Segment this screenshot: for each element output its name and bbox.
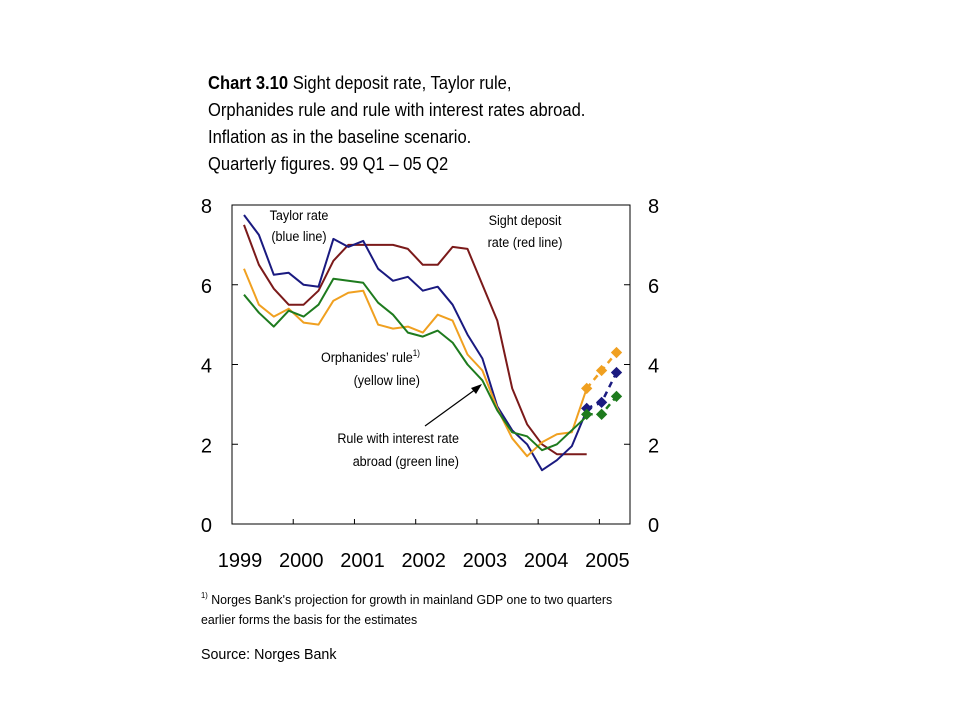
x-tick-label: 2001 (340, 550, 385, 572)
y-tick-label-right: 6 (648, 276, 659, 298)
y-tick-label-right: 2 (648, 435, 659, 457)
series-marker (610, 366, 623, 379)
y-tick-label-right: 0 (648, 515, 659, 537)
y-tick-label-left: 6 (201, 276, 212, 298)
series-line (243, 277, 588, 452)
y-tick-label-left: 8 (201, 196, 212, 218)
annotation-footnote-marker: 1) (413, 348, 420, 359)
title-line-1: Chart 3.10 Sight deposit rate, Taylor ru… (208, 70, 723, 97)
x-tick-label: 1999 (218, 550, 263, 572)
annotation-rule-interest-abroad: Rule with interest rate (337, 430, 459, 446)
annotation-orphanides-rule: (yellow line) (354, 372, 420, 388)
y-tick-label-right: 8 (648, 196, 659, 218)
series-marker (610, 390, 623, 403)
footnote: 1) Norges Bank's projection for growth i… (201, 586, 648, 630)
series-marker (581, 382, 593, 395)
annotation-taylor-rate: (blue line) (271, 228, 326, 244)
series-marker (610, 346, 623, 359)
annotation-sight-deposit-rate: Sight deposit (489, 212, 562, 228)
annotation-arrow-head (471, 384, 482, 394)
series-marker (581, 408, 593, 421)
annotation-orphanides-rule: Orphanides’ rule1) (321, 348, 420, 366)
title-text-1: Sight deposit rate, Taylor rule, (292, 73, 512, 93)
annotation-taylor-rate: Taylor rate (270, 207, 329, 223)
title-line-4: Quarterly figures. 99 Q1 – 05 Q2 (208, 154, 449, 174)
annotation-arrow-line (424, 388, 477, 427)
x-tick-label: 2004 (524, 550, 569, 572)
series-marker (595, 364, 608, 377)
series-line (243, 214, 588, 472)
y-tick-label-left: 0 (201, 515, 212, 537)
title-line-2: Orphanides rule and rule with interest r… (208, 100, 586, 120)
series-line (243, 224, 587, 456)
title-line-3: Inflation as in the baseline scenario. (208, 127, 472, 147)
x-tick-label: 2002 (401, 550, 446, 572)
chart-number: Chart 3.10 (208, 73, 289, 93)
source-note: Source: Norges Bank (201, 646, 337, 663)
footnote-marker: 1) (201, 591, 208, 600)
series-marker (581, 402, 593, 415)
x-tick-label: 2005 (585, 550, 630, 572)
y-tick-label-right: 4 (648, 356, 659, 378)
footnote-text: Norges Bank's projection for growth in m… (201, 592, 613, 627)
x-tick-label: 2003 (463, 550, 508, 572)
chart-title: Chart 3.10 Sight deposit rate, Taylor ru… (208, 70, 723, 178)
series-marker (595, 396, 608, 409)
plot-frame (231, 204, 631, 525)
series-line (243, 268, 588, 458)
annotation-rule-interest-abroad: abroad (green line) (353, 453, 459, 469)
series-marker (595, 408, 608, 421)
annotation-sight-deposit-rate: rate (red line) (488, 234, 563, 250)
x-tick-label: 2000 (279, 550, 324, 572)
y-tick-label-left: 2 (201, 435, 212, 457)
y-tick-label-left: 4 (201, 356, 212, 378)
